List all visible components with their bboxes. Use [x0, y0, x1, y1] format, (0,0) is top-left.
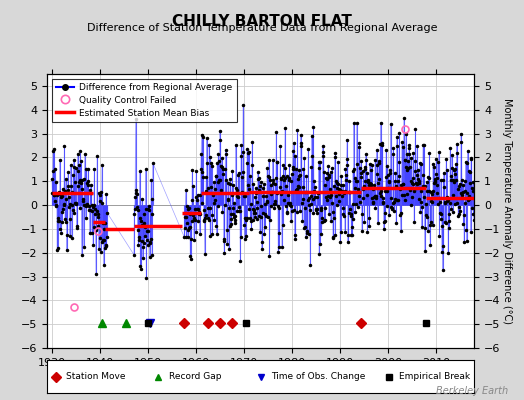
Text: Difference of Station Temperature Data from Regional Average: Difference of Station Temperature Data f… [87, 23, 437, 33]
Y-axis label: Monthly Temperature Anomaly Difference (°C): Monthly Temperature Anomaly Difference (… [501, 98, 511, 324]
Text: Berkeley Earth: Berkeley Earth [436, 386, 508, 396]
Legend: Difference from Regional Average, Quality Control Failed, Estimated Station Mean: Difference from Regional Average, Qualit… [52, 78, 236, 122]
Text: CHILLY BARTON FLAT: CHILLY BARTON FLAT [172, 14, 352, 29]
